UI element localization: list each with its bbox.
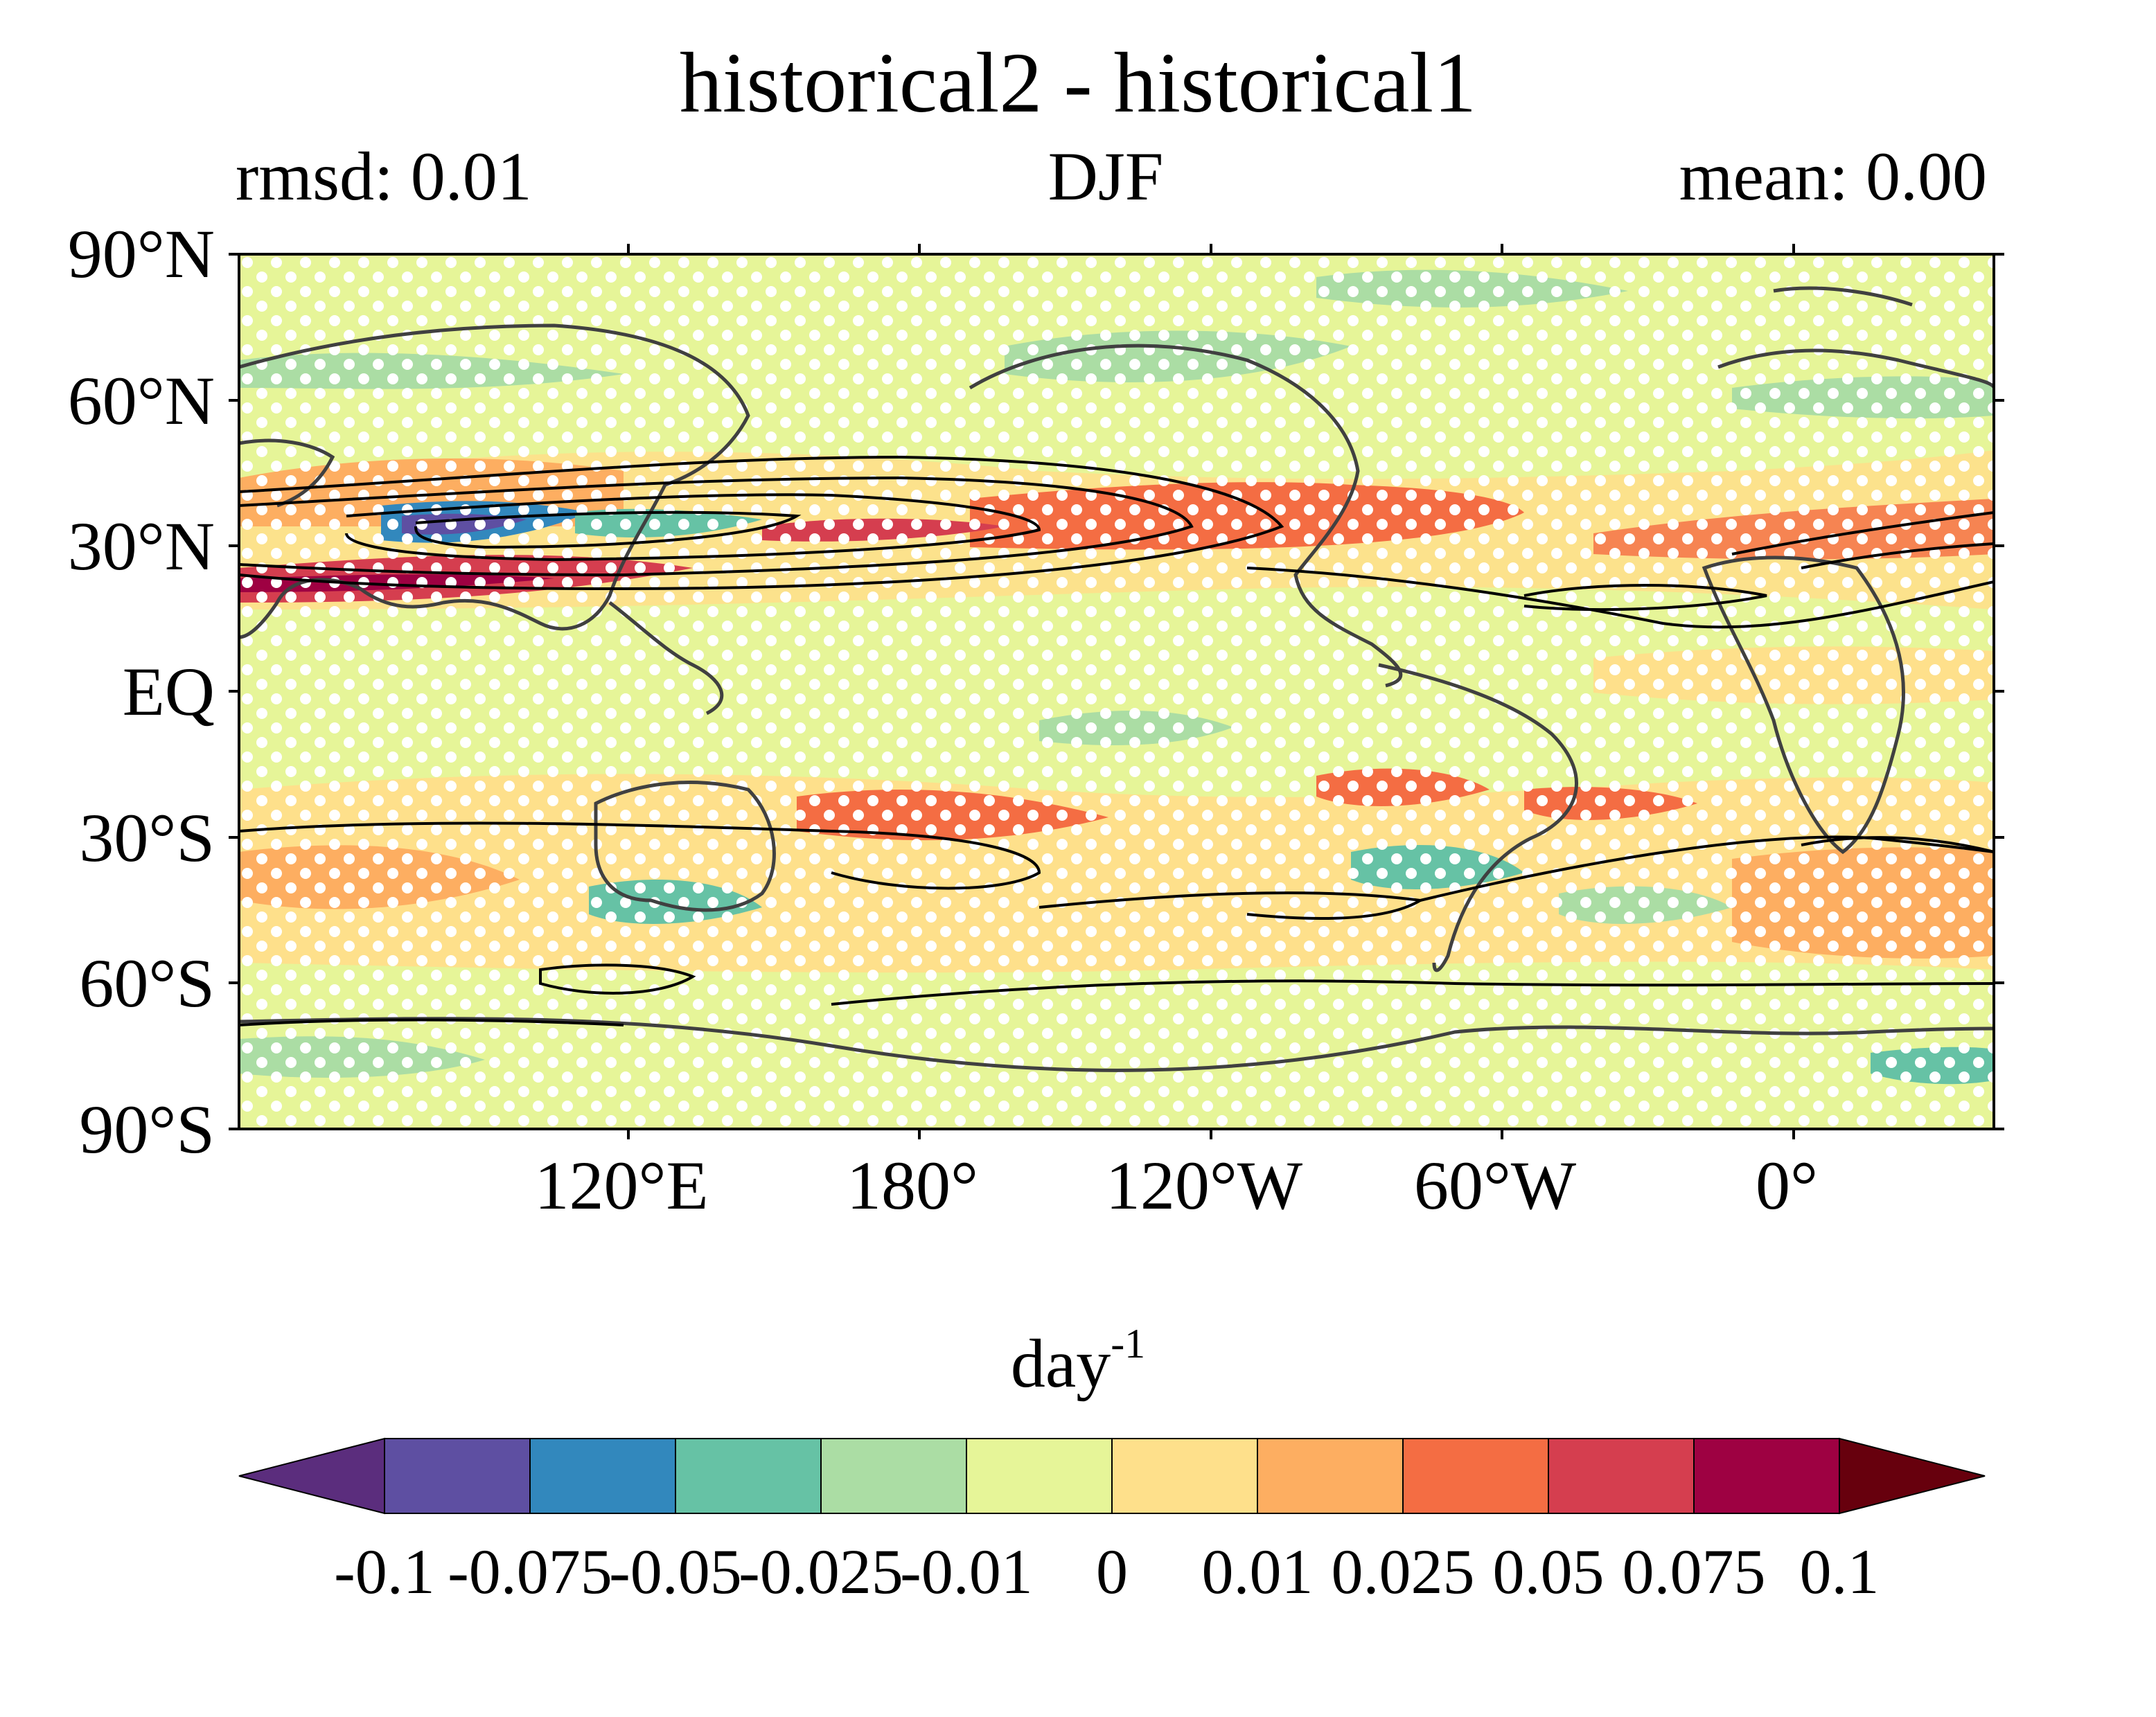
coastlines [239, 286, 1994, 1072]
colorbar-swatch [966, 1438, 1113, 1514]
rmsd-label: rmsd: 0.01 [236, 138, 532, 215]
unit-exponent: -1 [1111, 1321, 1146, 1367]
colorbar-swatch [1402, 1438, 1549, 1514]
lon-label: 180° [847, 1147, 978, 1224]
colorbar-swatch [1257, 1438, 1404, 1514]
lon-labels: 120°E 180° 120°W 60°W 0° [534, 1147, 1818, 1224]
lat-label: 30°S [79, 799, 215, 876]
colorbar-level-label: -0.1 [334, 1536, 435, 1607]
lat-labels: 90°N 60°N 30°N EQ 30°S 60°S 90°S [68, 215, 215, 1168]
figure-title: historical2 - historical1 [679, 35, 1477, 130]
colorbar-under-arrow [238, 1437, 385, 1515]
lon-label: 120°W [1106, 1147, 1303, 1224]
colorbar-unit: day-1 [0, 1323, 2156, 1398]
colorbar-swatch [820, 1438, 967, 1514]
lat-label: EQ [123, 653, 215, 730]
lat-label: 30°N [68, 508, 215, 585]
colorbar-level-label: 0.075 [1623, 1536, 1766, 1607]
lon-label: 60°W [1414, 1147, 1577, 1224]
lat-label: 90°S [79, 1091, 215, 1168]
colorbar-swatch [1548, 1438, 1695, 1514]
lat-label: 60°S [79, 945, 215, 1022]
colorbar-labels: -0.1 -0.075-0.05-0.025-0.01 0 0.01 0.025 0.05… [334, 1536, 1879, 1607]
colorbar-swatch [384, 1438, 531, 1514]
colorbar-swatch [675, 1438, 822, 1514]
unit-text: day [1010, 1325, 1111, 1402]
colorbar-level-label: -0.075 [448, 1536, 612, 1607]
colorbar [238, 1437, 1986, 1515]
colorbar-swatch [1111, 1438, 1258, 1514]
lon-label: 120°E [534, 1147, 708, 1224]
colorbar-level-label: 0 [1096, 1536, 1128, 1607]
colorbar-swatch [1693, 1438, 1840, 1514]
colorbar-level-label: 0.01 [1202, 1536, 1314, 1607]
contours [239, 455, 1994, 1026]
colorbar-over-arrow [1839, 1437, 1986, 1515]
season-label: DJF [1048, 138, 1164, 215]
colorbar-level-label: -0.01 [900, 1536, 1033, 1607]
lon-label: 0° [1756, 1147, 1818, 1224]
colorbar-level-label: -0.025 [739, 1536, 903, 1607]
colorbar-level-label: 0.1 [1800, 1536, 1880, 1607]
lat-label: 90°N [68, 215, 215, 292]
mean-label: mean: 0.00 [1679, 138, 1987, 215]
lat-label: 60°N [68, 362, 215, 439]
lon-ticks [627, 244, 1795, 1139]
anomaly-field [239, 254, 1994, 1129]
colorbar-swatch [529, 1438, 676, 1514]
colorbar-level-label: 0.05 [1493, 1536, 1605, 1607]
colorbar-level-label: 0.025 [1332, 1536, 1475, 1607]
colorbar-level-label: -0.05 [609, 1536, 742, 1607]
lat-ticks [229, 253, 2004, 1130]
